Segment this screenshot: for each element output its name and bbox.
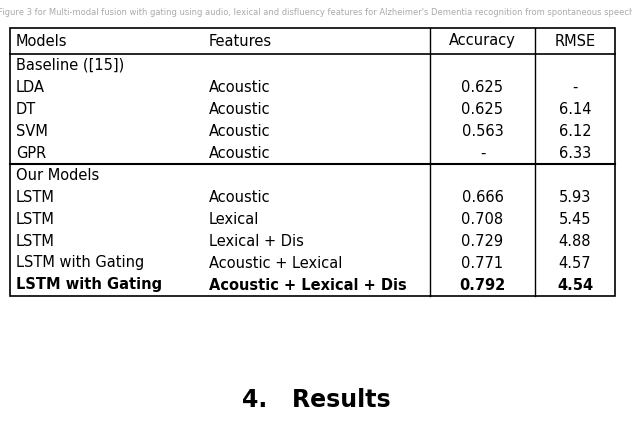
Text: LSTM: LSTM <box>16 233 55 249</box>
Text: Acoustic + Lexical: Acoustic + Lexical <box>209 255 343 270</box>
Text: Features: Features <box>209 34 272 49</box>
Text: 0.729: 0.729 <box>461 233 504 249</box>
Text: Acoustic: Acoustic <box>209 101 270 117</box>
Text: Acoustic: Acoustic <box>209 145 270 160</box>
Text: 6.14: 6.14 <box>559 101 592 117</box>
Text: Accuracy: Accuracy <box>449 34 516 49</box>
Text: LDA: LDA <box>16 80 45 95</box>
Text: 4.   Results: 4. Results <box>241 388 391 412</box>
Text: 0.666: 0.666 <box>461 190 504 205</box>
Text: DT: DT <box>16 101 36 117</box>
Text: 0.771: 0.771 <box>461 255 504 270</box>
Text: 5.45: 5.45 <box>559 212 592 227</box>
Text: 0.708: 0.708 <box>461 212 504 227</box>
Text: LSTM: LSTM <box>16 212 55 227</box>
Text: 4.54: 4.54 <box>557 277 593 292</box>
Text: 0.792: 0.792 <box>459 277 506 292</box>
Text: 5.93: 5.93 <box>559 190 591 205</box>
Text: Models: Models <box>16 34 68 49</box>
Text: LSTM: LSTM <box>16 190 55 205</box>
Text: GPR: GPR <box>16 145 46 160</box>
Text: Acoustic: Acoustic <box>209 123 270 138</box>
Text: Our Models: Our Models <box>16 168 99 182</box>
Text: 4.57: 4.57 <box>559 255 592 270</box>
Text: Acoustic: Acoustic <box>209 190 270 205</box>
Text: 6.12: 6.12 <box>559 123 592 138</box>
Text: Acoustic: Acoustic <box>209 80 270 95</box>
Text: Baseline ([15]): Baseline ([15]) <box>16 58 125 73</box>
Text: Lexical: Lexical <box>209 212 259 227</box>
Text: 4.88: 4.88 <box>559 233 592 249</box>
Text: 0.625: 0.625 <box>461 101 504 117</box>
Text: -: - <box>480 145 485 160</box>
Text: 0.625: 0.625 <box>461 80 504 95</box>
Text: Acoustic + Lexical + Dis: Acoustic + Lexical + Dis <box>209 277 407 292</box>
Text: 6.33: 6.33 <box>559 145 591 160</box>
Text: LSTM with Gating: LSTM with Gating <box>16 255 144 270</box>
Text: Lexical + Dis: Lexical + Dis <box>209 233 304 249</box>
Text: 0.563: 0.563 <box>461 123 503 138</box>
Text: RMSE: RMSE <box>554 34 595 49</box>
Text: -: - <box>573 80 578 95</box>
Bar <box>10 28 615 296</box>
Text: Figure 3 for Multi-modal fusion with gating using audio, lexical and disfluency : Figure 3 for Multi-modal fusion with gat… <box>0 8 632 17</box>
Text: LSTM with Gating: LSTM with Gating <box>16 277 162 292</box>
Text: SVM: SVM <box>16 123 48 138</box>
